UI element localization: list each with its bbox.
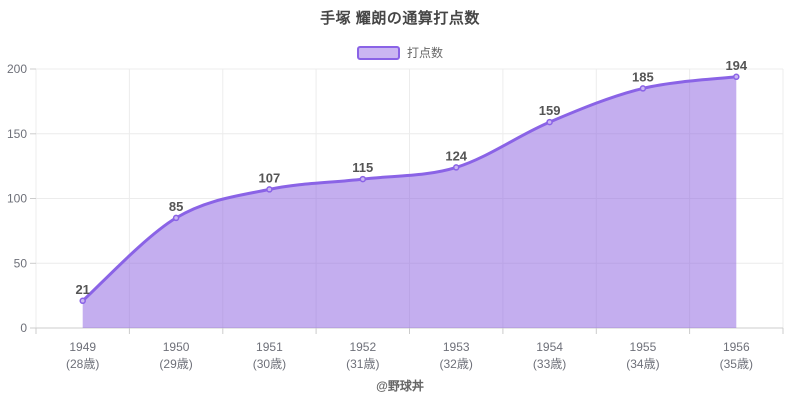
x-tick-label-age: (34歳) — [626, 357, 659, 371]
x-tick-label-year: 1949 — [69, 340, 96, 354]
x-tick-label-year: 1953 — [443, 340, 470, 354]
value-label: 85 — [169, 199, 183, 214]
value-label: 194 — [725, 58, 747, 73]
data-point-1955[interactable] — [639, 85, 647, 92]
y-tick-label: 50 — [14, 256, 28, 270]
x-tick-label-age: (33歳) — [533, 357, 566, 371]
y-tick-label: 200 — [7, 62, 27, 76]
value-label: 124 — [445, 148, 467, 163]
data-point-1950[interactable] — [172, 214, 180, 222]
x-tick-label-year: 1950 — [163, 340, 190, 354]
x-tick-label-age: (28歳) — [66, 357, 99, 371]
x-tick-label-year: 1951 — [256, 340, 283, 354]
x-tick-label-year: 1956 — [723, 340, 750, 354]
x-tick-label-age: (29歳) — [159, 357, 192, 371]
x-tick-label-year: 1952 — [349, 340, 376, 354]
value-label: 185 — [632, 69, 654, 84]
data-point-1952[interactable] — [359, 175, 367, 183]
data-point-1956[interactable] — [733, 73, 740, 81]
legend-label: 打点数 — [406, 46, 443, 60]
legend-swatch — [356, 45, 400, 60]
x-tick-label-age: (32歳) — [440, 357, 473, 371]
data-point-1951[interactable] — [266, 186, 273, 193]
y-tick-label: 150 — [7, 127, 27, 141]
y-tick-label: 0 — [20, 321, 27, 335]
x-tick-label-year: 1954 — [536, 340, 563, 354]
x-tick-label-age: (31歳) — [346, 357, 379, 371]
value-label: 115 — [352, 160, 373, 175]
x-tick-label-age: (30歳) — [253, 357, 286, 371]
value-label: 21 — [75, 282, 89, 297]
data-point-1949[interactable] — [79, 297, 86, 305]
chart-title: 手塚 耀朗の通算打点数 — [320, 10, 480, 27]
x-tick-label-age: (35歳) — [720, 357, 753, 371]
watermark: @野球丼 — [376, 379, 424, 393]
value-label: 159 — [539, 103, 561, 118]
x-tick-label-year: 1955 — [630, 340, 657, 354]
value-label: 107 — [259, 170, 281, 185]
legend-item-rbi[interactable]: 打点数 — [0, 44, 800, 61]
y-tick-label: 100 — [7, 192, 27, 206]
data-point-1954[interactable] — [546, 118, 553, 126]
area-fill — [82, 76, 737, 328]
data-point-1953[interactable] — [452, 164, 460, 171]
